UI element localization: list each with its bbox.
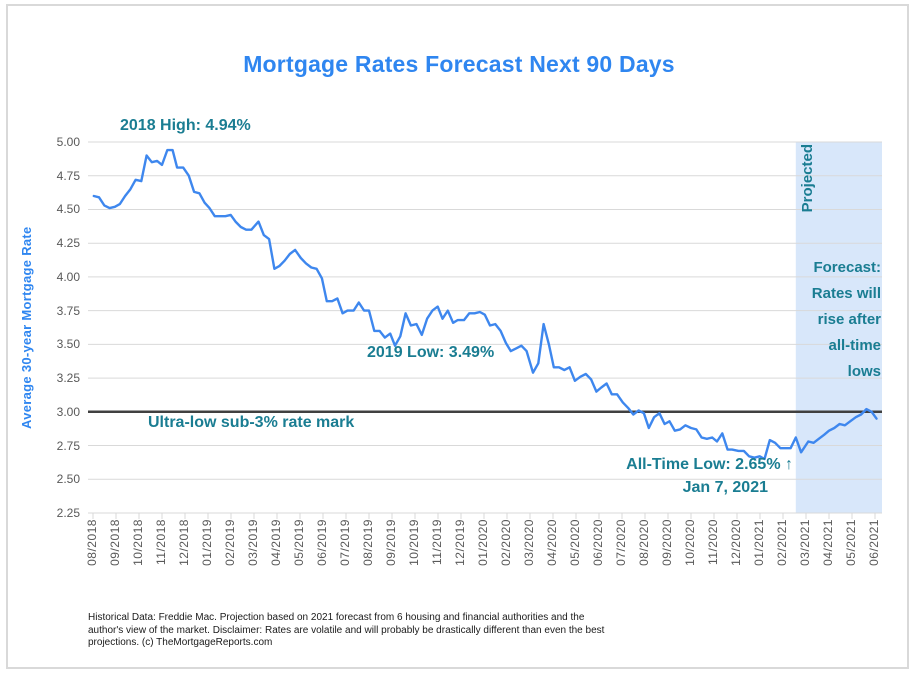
y-tick-label: 3.75 bbox=[56, 304, 80, 318]
projected-region-band bbox=[795, 142, 882, 513]
x-tick-label: 02/2020 bbox=[499, 519, 513, 566]
x-tick-label: 08/2020 bbox=[637, 519, 651, 566]
x-tick-label: 06/2021 bbox=[867, 519, 881, 566]
annotation-all-time-low-date: Jan 7, 2021 bbox=[682, 479, 768, 496]
annotation-forecast-note: Forecast: Rates will rise after all-time… bbox=[811, 259, 881, 380]
x-tick-label: 04/2020 bbox=[545, 519, 559, 566]
x-tick-label: 05/2019 bbox=[292, 519, 306, 566]
x-tick-label: 08/2018 bbox=[85, 519, 99, 566]
source-disclaimer-text: Historical Data: Freddie Mac. Projection… bbox=[88, 612, 605, 648]
x-tick-label: 04/2021 bbox=[821, 519, 835, 566]
x-tick-label: 11/2018 bbox=[154, 519, 168, 565]
y-tick-label: 3.50 bbox=[56, 337, 80, 351]
y-tick-label: 2.25 bbox=[56, 506, 80, 520]
annotation-2019-low: 2019 Low: 3.49% bbox=[367, 344, 495, 361]
y-tick-label: 5.00 bbox=[56, 135, 80, 149]
annotation-projected-label: Projected bbox=[799, 144, 816, 213]
y-tick-label: 4.50 bbox=[56, 202, 80, 216]
y-tick-label: 2.50 bbox=[56, 472, 80, 486]
annotation-2018-high: 2018 High: 4.94% bbox=[120, 117, 251, 134]
annotation-sub3-rate-mark: Ultra-low sub-3% rate mark bbox=[148, 414, 355, 431]
y-tick-label: 4.00 bbox=[56, 270, 80, 284]
x-tick-label: 01/2020 bbox=[476, 519, 490, 566]
x-tick-label: 12/2020 bbox=[729, 519, 743, 566]
x-tick-label: 08/2019 bbox=[361, 519, 375, 566]
x-tick-label: 01/2019 bbox=[200, 519, 214, 566]
x-tick-label: 11/2020 bbox=[706, 519, 720, 565]
y-tick-label: 4.25 bbox=[56, 236, 80, 250]
y-tick-label: 2.75 bbox=[56, 439, 80, 453]
x-tick-label: 04/2019 bbox=[269, 519, 283, 566]
x-tick-label: 10/2019 bbox=[407, 519, 421, 566]
x-tick-label: 06/2019 bbox=[315, 519, 329, 566]
chart-frame bbox=[6, 4, 909, 669]
x-tick-label: 06/2020 bbox=[591, 519, 605, 566]
annotation-all-time-low: All-Time Low: 2.65% ↑ bbox=[626, 456, 793, 473]
x-tick-label: 01/2021 bbox=[752, 519, 766, 566]
x-tick-label: 12/2018 bbox=[177, 519, 191, 566]
x-tick-label: 03/2020 bbox=[522, 519, 536, 566]
x-tick-label: 09/2020 bbox=[660, 519, 674, 566]
x-tick-label: 10/2018 bbox=[131, 519, 145, 566]
x-tick-label: 03/2021 bbox=[798, 519, 812, 566]
y-axis-title: Average 30-year Mortgage Rate bbox=[19, 226, 34, 429]
x-tick-label: 07/2019 bbox=[338, 519, 352, 566]
x-tick-label: 11/2019 bbox=[430, 519, 444, 565]
x-tick-label: 09/2018 bbox=[108, 519, 122, 566]
plot-svg bbox=[88, 141, 882, 519]
x-tick-label: 12/2019 bbox=[453, 519, 467, 566]
y-tick-label: 4.75 bbox=[56, 169, 80, 183]
x-tick-label: 02/2021 bbox=[775, 519, 789, 566]
x-tick-label: 09/2019 bbox=[384, 519, 398, 566]
x-tick-label: 03/2019 bbox=[246, 519, 260, 566]
x-tick-label: 07/2020 bbox=[614, 519, 628, 566]
x-tick-label: 05/2021 bbox=[844, 519, 858, 566]
chart-title: Mortgage Rates Forecast Next 90 Days bbox=[243, 51, 675, 77]
x-tick-label: 02/2019 bbox=[223, 519, 237, 566]
x-tick-label: 05/2020 bbox=[568, 519, 582, 566]
y-tick-label: 3.25 bbox=[56, 371, 80, 385]
x-tick-label: 10/2020 bbox=[683, 519, 697, 566]
rate-line-series bbox=[92, 148, 878, 461]
y-tick-label: 3.00 bbox=[56, 405, 80, 419]
